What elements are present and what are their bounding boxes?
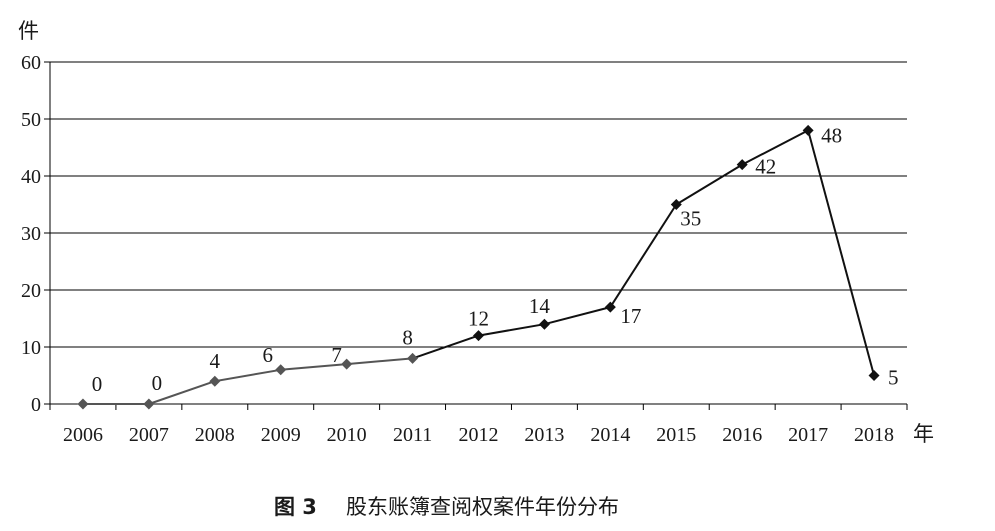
data-point	[538, 318, 550, 330]
x-tick-label: 2014	[590, 424, 630, 446]
data-label: 12	[468, 307, 489, 331]
line-segment	[807, 130, 876, 376]
data-label: 48	[821, 123, 842, 147]
y-tick-label: 0	[31, 394, 41, 416]
data-point	[868, 370, 880, 381]
data-point	[341, 358, 353, 370]
line-segment	[412, 334, 479, 360]
y-tick-label: 10	[21, 337, 41, 359]
y-tick-label: 30	[21, 223, 41, 245]
x-tick-label: 2006	[63, 424, 103, 446]
line-segment	[280, 363, 347, 371]
data-point	[473, 330, 484, 342]
data-point	[77, 398, 89, 410]
line-segment	[148, 380, 216, 405]
data-point	[209, 375, 221, 387]
x-tick-label: 2018	[854, 424, 894, 446]
data-point	[670, 199, 682, 210]
x-tick-label: 2011	[393, 424, 432, 446]
data-point	[802, 124, 814, 136]
x-tick-label: 2009	[261, 424, 301, 446]
y-tick-label: 60	[21, 52, 41, 74]
data-point	[736, 159, 748, 171]
data-point	[275, 364, 287, 376]
data-points	[77, 124, 880, 410]
x-tick-label: 2007	[129, 424, 169, 446]
line-segment	[346, 357, 413, 366]
data-label: 5	[888, 366, 899, 390]
y-tick-labels: 0 10 20 30 40 50 60	[21, 52, 41, 416]
data-label: 4	[210, 349, 221, 373]
x-axis-unit: 年	[913, 422, 934, 446]
series-line	[82, 129, 876, 405]
x-tick-label: 2008	[195, 424, 235, 446]
x-tick-label: 2013	[524, 424, 564, 446]
data-label: 42	[755, 155, 776, 179]
data-label: 14	[529, 294, 551, 318]
data-point	[604, 301, 616, 313]
data-point	[407, 352, 419, 364]
x-tick-label: 2017	[788, 424, 828, 446]
data-label: 0	[92, 372, 103, 396]
line-segment	[741, 129, 809, 166]
data-point	[143, 398, 155, 410]
x-tick-label: 2016	[722, 424, 762, 446]
line-segment	[478, 323, 545, 337]
data-label: 8	[402, 325, 413, 349]
axes	[44, 61, 908, 410]
data-label: 7	[331, 343, 342, 367]
y-tick-label: 50	[21, 109, 41, 131]
line-segment	[675, 163, 743, 206]
x-tick-label: 2015	[656, 424, 696, 446]
grid-lines	[50, 61, 907, 405]
line-segment	[609, 203, 678, 308]
data-labels: 0 0 4 6 7 8 12 14 17 35 42 48 5	[92, 123, 899, 396]
x-tick-label: 2010	[327, 424, 367, 446]
y-tick-label: 20	[21, 280, 41, 302]
y-tick-label: 40	[21, 166, 41, 188]
line-segment	[214, 368, 281, 383]
data-label: 35	[680, 207, 701, 231]
caption-number: 图 3	[274, 495, 317, 519]
caption-title: 股东账簿查阅权案件年份分布	[346, 495, 619, 519]
data-label: 6	[262, 343, 273, 367]
x-tick-label: 2012	[459, 424, 499, 446]
data-label: 0	[152, 371, 163, 395]
line-segment	[544, 306, 611, 326]
data-label: 17	[620, 304, 641, 328]
x-tick-labels: 2006 2007 2008 2009 2010 2011 2012 2013 2014 2015…	[63, 424, 894, 446]
y-axis-unit: 件	[18, 19, 39, 43]
